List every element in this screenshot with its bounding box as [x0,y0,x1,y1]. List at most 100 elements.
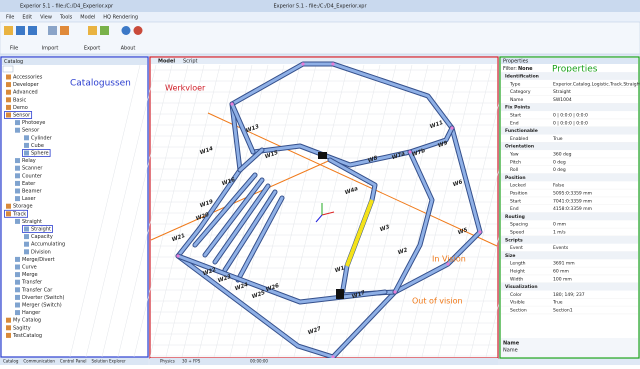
property-value[interactable]: 100 mm [553,276,572,282]
tree-item[interactable]: Advanced [13,90,38,96]
property-value[interactable]: True [552,136,563,142]
track-label[interactable]: W3 [379,224,391,233]
track-label[interactable]: W24 [234,282,249,292]
track-label[interactable]: W19 [199,199,214,209]
tree-item[interactable]: Division [31,249,51,255]
tree-item[interactable]: TestCatalog [12,333,42,339]
tree-item[interactable]: Merger (Switch) [22,303,62,309]
tree-item[interactable]: Eater [22,181,36,187]
search-box[interactable] [2,65,14,73]
track-label[interactable]: W8 [367,155,379,164]
tree-item[interactable]: My Catalog [13,318,41,324]
track-label[interactable]: W2 [397,247,409,256]
icon [16,26,25,35]
tree-item[interactable]: Sagitty [13,325,31,331]
track-label[interactable]: W27 [307,326,322,336]
property-value[interactable]: 3691 mm [553,261,575,267]
tree-item[interactable]: Track [12,211,26,217]
track-label[interactable]: W13 [245,124,260,134]
property-value[interactable]: 4158:0:3359 mm [553,206,592,212]
tree-item[interactable]: Relay [22,158,36,164]
track-label[interactable]: W17 [351,290,366,300]
track-label[interactable]: W4a [344,186,359,196]
tree-item[interactable]: Basic [13,97,26,103]
tree-item[interactable]: Developer [13,82,40,88]
track-label[interactable]: W25 [251,290,266,300]
property-value[interactable]: SW1004 [553,97,572,103]
property-value[interactable]: Events [553,245,569,251]
property-value[interactable]: 0 | 0:0:0 | 0:0:0 [553,113,588,119]
property-value[interactable]: 0 | 0:0:0 | 0:0:0 [553,120,588,126]
tree-item[interactable]: Beamer [22,189,43,195]
panel-tab[interactable]: Solution Explorer [91,359,126,364]
tree-item[interactable]: Laser [22,196,37,202]
tree-item[interactable]: Transfer Car [21,287,53,293]
track-label[interactable]: W5 [457,227,469,236]
tree-item[interactable]: Cylinder [31,135,53,141]
tree-item[interactable]: Accumulating [31,242,65,248]
tree-icon [15,165,20,171]
tree-item[interactable]: Merge/Divert [22,257,55,263]
viewport-tab[interactable]: Script [183,59,198,65]
track-label[interactable]: W16 [221,177,236,187]
panel-tab[interactable]: Communication [23,359,55,364]
tree-item[interactable]: Accessories [13,75,43,81]
property-value[interactable]: True [552,300,563,306]
filter-value[interactable]: None [518,66,533,72]
property-value[interactable]: 5095:0:3359 mm [553,191,592,197]
tree-item[interactable]: Diverter (Switch) [22,295,64,301]
track-label[interactable]: W26 [265,283,280,293]
track-label[interactable]: W11 [429,120,444,130]
track-label[interactable]: W7a [391,151,406,161]
tree-item[interactable]: Capacity [31,234,53,240]
property-value[interactable]: 1 m/s [553,230,566,236]
property-value[interactable]: 0 deg [553,159,566,165]
tree-item[interactable]: Cube [31,143,44,149]
property-value[interactable]: 7041:0:3359 mm [553,198,592,204]
track-label[interactable]: W22 [202,267,217,277]
menu-item[interactable]: HQ Rendering [103,15,138,21]
menu-item[interactable]: View [40,15,52,21]
menu-item[interactable]: Edit [22,15,32,21]
tree-item[interactable]: Sensor [13,113,31,119]
tree-item[interactable]: Scanner [22,166,43,172]
tree-item[interactable]: Straight [22,219,42,225]
property-value[interactable]: Section1 [553,308,573,314]
tree-item[interactable]: Counter [22,173,43,179]
property-value[interactable]: 360 deg [553,152,572,158]
property-value[interactable]: Straight [553,89,571,95]
property-value[interactable]: 60 mm [553,269,569,275]
tree-item[interactable]: Demo [13,105,28,111]
track-label[interactable]: W23 [217,274,232,284]
tree-item[interactable]: Curve [22,265,37,271]
panel-tab[interactable]: Control Panel [60,359,87,364]
track-label[interactable]: W7b [411,148,426,158]
viewport-tab[interactable]: Model [158,59,175,65]
track-label[interactable]: W21 [171,233,186,243]
tree-item[interactable]: Transfer [21,280,43,286]
tree-item[interactable]: Photoeye [22,120,45,126]
tree-item[interactable]: Storage [13,204,33,210]
property-value[interactable]: 0 mm [553,222,566,228]
menu-item[interactable]: File [6,15,14,21]
menu-item[interactable]: Tools [59,15,73,21]
tree-item[interactable]: Hanger [22,310,41,316]
tree-item[interactable]: Merge [22,272,38,278]
track-label[interactable]: W20 [195,212,210,222]
tree-item[interactable]: Sensor [22,128,40,134]
track-label[interactable]: W14 [199,146,214,156]
track-label[interactable]: W1 [334,265,346,274]
property-value[interactable]: 0 deg [553,167,566,173]
track-label[interactable]: W15 [264,150,279,160]
tree-icon [15,287,20,293]
track-label[interactable]: W6 [452,179,464,188]
tree-item[interactable]: Straight [31,227,51,233]
property-value[interactable]: False [553,183,565,189]
track-label[interactable]: W9 [437,140,449,149]
menu-item[interactable]: Model [80,15,95,21]
property-value[interactable]: Experior.Catalog.Logistic.Track.Straight [553,81,640,87]
tree-item[interactable]: Sphere [31,151,49,157]
panel-tab[interactable]: Catalog [3,359,19,364]
section-title: Position [505,175,526,181]
property-value[interactable]: 180; 149; 237 [553,292,585,298]
